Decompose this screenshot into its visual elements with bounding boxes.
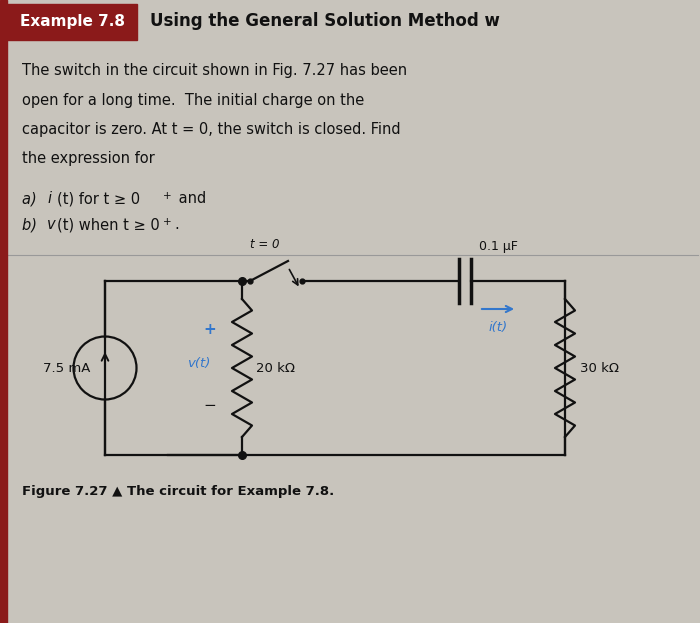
- Text: +: +: [204, 323, 216, 338]
- Text: (t) for t ≥ 0: (t) for t ≥ 0: [57, 191, 141, 206]
- Text: 0.1 μF: 0.1 μF: [479, 240, 518, 253]
- Text: and: and: [174, 191, 206, 206]
- Text: −: −: [204, 399, 216, 414]
- Text: b): b): [22, 217, 41, 232]
- Text: capacitor is zero. At t = 0, the switch is closed. Find: capacitor is zero. At t = 0, the switch …: [22, 122, 400, 137]
- Text: i(t): i(t): [489, 321, 508, 334]
- Text: 20 kΩ: 20 kΩ: [256, 361, 295, 374]
- Text: the expression for: the expression for: [22, 151, 155, 166]
- Text: a): a): [22, 191, 41, 206]
- Text: t = 0: t = 0: [251, 238, 280, 251]
- Text: +: +: [162, 217, 171, 227]
- Text: .: .: [174, 217, 179, 232]
- Text: open for a long time.  The initial charge on the: open for a long time. The initial charge…: [22, 92, 364, 108]
- Text: (t) when t ≥ 0: (t) when t ≥ 0: [57, 217, 160, 232]
- Text: Example 7.8: Example 7.8: [20, 14, 125, 29]
- Text: Using the General Solution Method w: Using the General Solution Method w: [150, 12, 500, 31]
- Bar: [7, 4, 137, 40]
- Text: The switch in the circuit shown in Fig. 7.27 has been: The switch in the circuit shown in Fig. …: [22, 63, 407, 78]
- Text: Figure 7.27 ▲ The circuit for Example 7.8.: Figure 7.27 ▲ The circuit for Example 7.…: [22, 485, 335, 498]
- Text: 30 kΩ: 30 kΩ: [580, 361, 619, 374]
- Text: +: +: [162, 191, 171, 201]
- Text: i: i: [47, 191, 51, 206]
- Text: v(t): v(t): [187, 356, 210, 369]
- Text: v: v: [47, 217, 55, 232]
- Bar: [0, 0, 7, 623]
- Text: 7.5 mA: 7.5 mA: [43, 361, 90, 374]
